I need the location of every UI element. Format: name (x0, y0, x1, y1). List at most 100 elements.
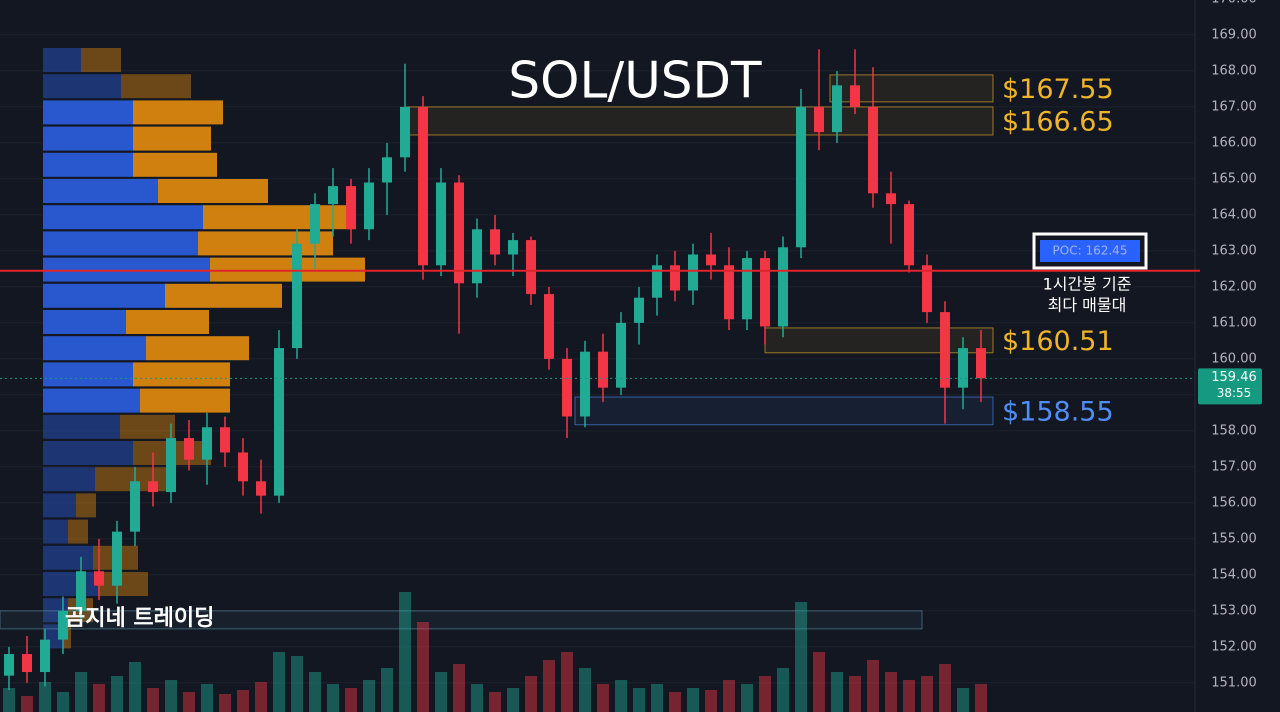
profile-buy (43, 257, 210, 282)
y-tick-label: 156.00 (1211, 495, 1257, 510)
profile-buy (43, 283, 165, 308)
candle-body (886, 193, 896, 205)
candle-body (760, 258, 770, 327)
profile-buy (43, 336, 146, 361)
candle-body (238, 452, 248, 482)
candle-body (274, 348, 284, 496)
volume-bar (57, 692, 69, 712)
volume-bar (705, 690, 717, 712)
watermark: 곰지네 트레이딩 (65, 606, 214, 631)
profile-buy (43, 74, 121, 99)
candle-body (580, 351, 590, 417)
candle-body (832, 85, 842, 133)
candle-body (778, 247, 788, 327)
volume-bar (921, 676, 933, 712)
y-tick-label: 151.00 (1211, 675, 1257, 690)
candle-body (220, 427, 230, 453)
candle-body (310, 204, 320, 244)
candle-body (976, 348, 986, 379)
profile-sell (126, 310, 209, 334)
candle-body (76, 571, 86, 611)
candle-body (22, 654, 32, 673)
volume-bar (147, 688, 159, 712)
candle-body (940, 312, 950, 388)
candle-body (958, 348, 968, 388)
volume-bar (345, 688, 357, 712)
zone (574, 396, 994, 426)
candle-body (130, 481, 140, 532)
y-tick-label: 169.00 (1211, 27, 1257, 42)
chart-title: SOL/USDT (508, 52, 762, 110)
volume-bar (759, 676, 771, 712)
volume-bar (543, 660, 555, 712)
volume-bar (453, 664, 465, 712)
profile-buy (43, 152, 133, 177)
volume-bar (309, 672, 321, 712)
zone-label: $166.65 (1002, 106, 1114, 137)
profile-sell (81, 48, 121, 72)
candle-body (490, 229, 500, 255)
profile-sell (98, 572, 148, 596)
zone (406, 106, 994, 136)
candle-body (418, 106, 428, 266)
candle-body (562, 358, 572, 417)
volume-bar (975, 684, 987, 712)
volume-bar (651, 684, 663, 712)
volume-bar (3, 688, 15, 712)
candle-body (706, 254, 716, 266)
y-tick-label: 153.00 (1211, 603, 1257, 618)
profile-sell (140, 388, 230, 413)
profile-buy (43, 205, 203, 230)
volume-bar (129, 662, 141, 712)
profile-sell (158, 179, 268, 203)
candle-body (724, 265, 734, 320)
volume-bar (885, 672, 897, 712)
y-tick-label: 162.00 (1211, 279, 1257, 294)
candle-body (868, 106, 878, 194)
candle-body (328, 186, 338, 205)
profile-sell (133, 100, 223, 125)
annotation: 1시간봉 기준 (1043, 275, 1132, 294)
last-price-label: 159.46 (1211, 370, 1257, 385)
profile-buy (43, 441, 133, 465)
countdown: 38:55 (1217, 386, 1252, 400)
volume-bar (669, 692, 681, 712)
volume-bar (39, 682, 51, 712)
volume-bar (939, 664, 951, 712)
candle-body (148, 481, 158, 493)
profile-sell (165, 283, 282, 308)
volume-bar (471, 684, 483, 712)
profile-sell (68, 519, 88, 544)
volume-bar (507, 688, 519, 712)
candle-body (544, 294, 554, 359)
volume-bar (615, 680, 627, 712)
candle-body (400, 106, 410, 158)
volume-bar (777, 668, 789, 712)
profile-buy (43, 467, 95, 492)
y-tick-label: 163.00 (1211, 243, 1257, 258)
volume-bar (381, 668, 393, 712)
profile-buy (43, 100, 133, 125)
profile-buy (43, 48, 81, 72)
zone-label: $160.51 (1002, 326, 1114, 357)
volume-bar (867, 660, 879, 712)
volume-bar (489, 692, 501, 712)
y-tick-label: 161.00 (1211, 315, 1257, 330)
poc-frame (1032, 232, 1148, 270)
volume-bar (849, 676, 861, 712)
volume-bar (201, 684, 213, 712)
candle-body (796, 106, 806, 248)
profile-buy (43, 493, 76, 518)
y-tick-label: 167.00 (1211, 99, 1257, 114)
candle-body (814, 106, 824, 133)
volume-bar (633, 688, 645, 712)
zone-label: $158.55 (1002, 396, 1114, 427)
volume-bar (741, 684, 753, 712)
volume-bar (525, 676, 537, 712)
poc-label: POC: 162.45 (1053, 244, 1128, 258)
volume-bar (831, 672, 843, 712)
candle-body (364, 182, 374, 230)
profile-buy (43, 231, 198, 256)
volume-bar (957, 688, 969, 712)
